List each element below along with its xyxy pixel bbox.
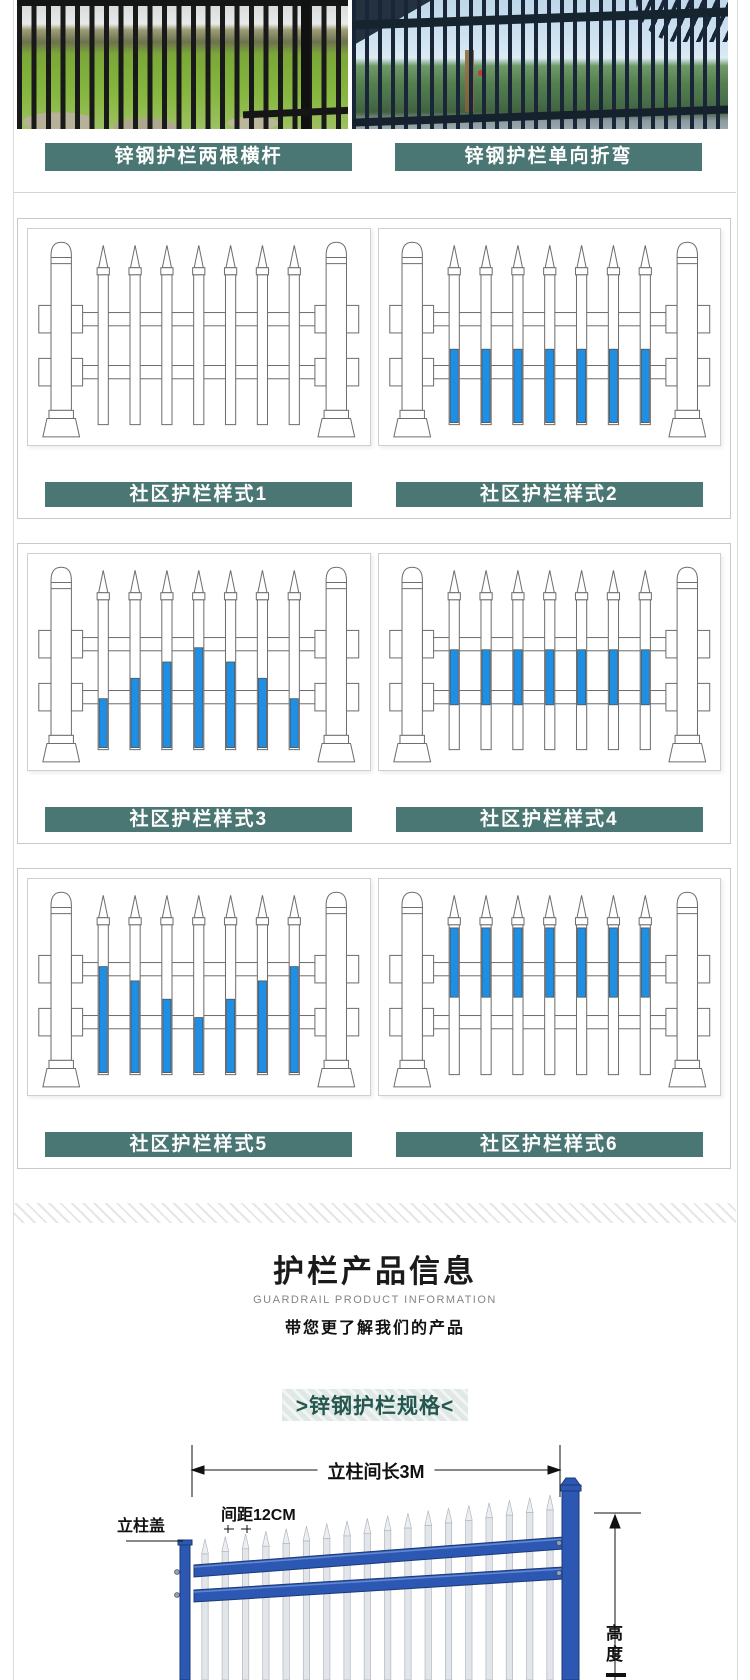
fence-svg-style-5 [38,891,360,1088]
fence-svg-style-6 [388,891,710,1088]
fence-svg-style-2 [388,241,710,438]
photo-zinc-fence-single-bend [352,0,728,129]
fence-drawing-style-3 [27,553,371,771]
fence-top-rail [17,0,348,6]
fence-svg-style-1 [38,241,360,438]
fence-svg-style-3 [38,566,360,763]
section-tagline: 带您更了解我们的产品 [284,1320,465,1337]
fence-drawing-style-1 [27,228,371,446]
spec-diagram: 立柱间长3M 间距12CM 立柱盖 高度 [0,1432,750,1680]
photo-zinc-fence-two-rails [17,0,348,129]
fence-drawing-style-5 [27,878,371,1096]
dimension-post-span: 立柱间长3M [317,1458,435,1484]
style-row-3: 社区护栏样式5 社区护栏样式6 [17,868,731,1169]
hatched-divider [14,1203,736,1223]
style-label-2: 社区护栏样式2 [395,482,703,507]
style-label-1: 社区护栏样式1 [45,482,353,507]
label-post-cap: 立柱盖 [117,1518,166,1535]
photo-row [17,0,728,129]
spec-banner: >锌钢护栏规格< [281,1389,469,1421]
style-row-2: 社区护栏样式3 社区护栏样式4 [17,543,731,844]
dimension-picket-spacing: 间距12CM [221,1507,296,1524]
style-label-5: 社区护栏样式5 [45,1132,353,1157]
fence-drawing-style-2 [377,228,721,446]
style-label-3: 社区护栏样式3 [45,807,353,832]
photo-labels: 锌钢护栏两根横杆 锌钢护栏单向折弯 [0,143,750,171]
fence-drawing-style-4 [377,553,721,771]
section-subtitle-en: GUARDRAIL PRODUCT INFORMATION [253,1294,497,1306]
photo-label-single-bend: 锌钢护栏单向折弯 [395,143,702,171]
fence-drawing-style-6 [377,878,721,1096]
style-row-1: 社区护栏样式1 社区护栏样式2 [17,218,731,519]
fence-post [301,0,310,129]
spec-diagram-svg [126,1445,641,1680]
clipped-character-fragment [606,1673,626,1677]
section-title: 护栏产品信息 [273,1254,477,1289]
fence-bars [17,0,348,129]
section-divider-line [13,192,736,193]
style-label-4: 社区护栏样式4 [395,807,703,832]
dimension-height: 高度 [603,1624,622,1666]
photo-label-two-rails: 锌钢护栏两根横杆 [45,143,352,171]
spec-banner-wrap: >锌钢护栏规格< [0,1389,750,1421]
style-label-6: 社区护栏样式6 [395,1132,703,1157]
fence-svg-style-4 [388,566,710,763]
